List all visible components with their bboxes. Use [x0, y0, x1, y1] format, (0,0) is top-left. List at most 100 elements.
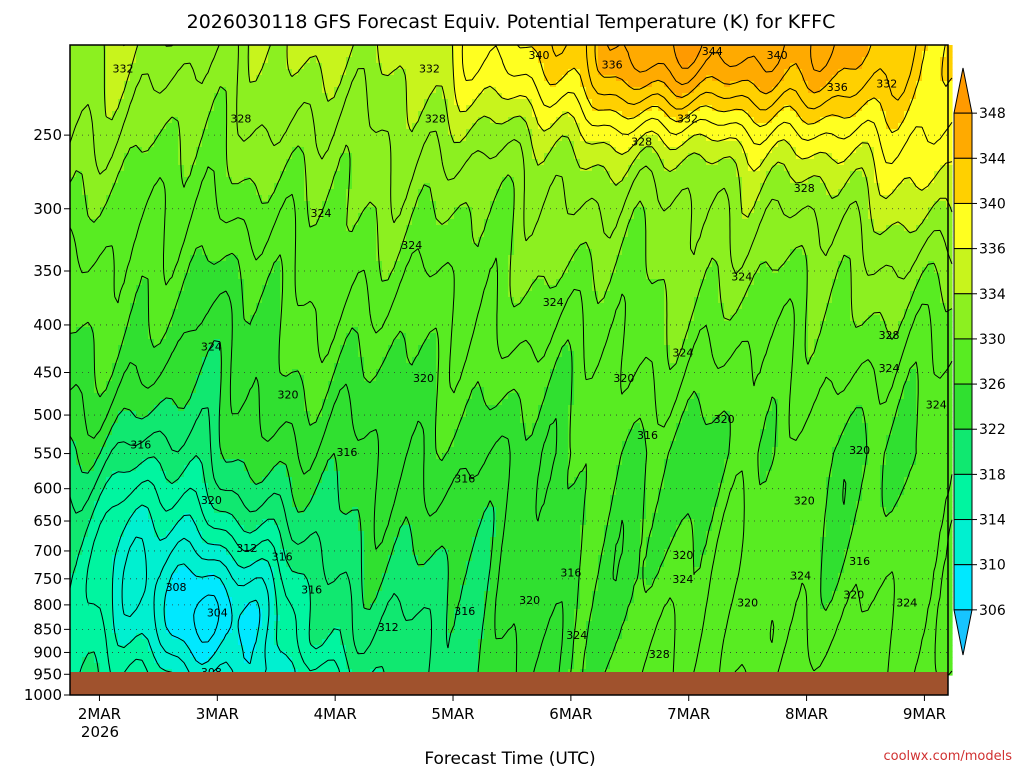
field-cell [790, 207, 797, 214]
field-cell [124, 153, 131, 160]
field-cell [106, 105, 113, 112]
field-cell [766, 225, 773, 232]
field-cell [214, 153, 221, 160]
field-cell [604, 183, 611, 190]
field-cell [928, 219, 935, 226]
field-cell [70, 219, 77, 226]
field-cell [94, 177, 101, 184]
field-cell [868, 129, 875, 136]
field-cell [118, 231, 125, 238]
field-cell [304, 225, 311, 232]
field-cell [574, 117, 581, 124]
field-cell [610, 87, 617, 94]
field-cell [832, 63, 839, 70]
field-cell [718, 189, 725, 196]
field-cell [490, 75, 497, 82]
field-cell [832, 141, 839, 148]
field-cell [262, 81, 269, 88]
field-cell [886, 105, 893, 112]
field-cell [532, 69, 539, 76]
field-cell [82, 147, 89, 154]
field-cell [868, 225, 875, 232]
field-cell [742, 171, 749, 178]
field-cell [562, 93, 569, 100]
field-cell [568, 105, 575, 112]
field-cell [760, 117, 767, 124]
field-cell [700, 141, 707, 148]
field-cell [520, 225, 527, 232]
field-cell [262, 147, 269, 154]
field-cell [274, 57, 281, 64]
field-cell [70, 105, 77, 112]
field-cell [940, 243, 947, 250]
field-cell [730, 75, 737, 82]
field-cell [478, 45, 485, 52]
field-cell [652, 237, 659, 244]
field-cell [466, 87, 473, 94]
field-cell [658, 57, 665, 64]
field-cell [472, 195, 479, 202]
field-cell [340, 117, 347, 124]
field-cell [556, 171, 563, 178]
field-cell [406, 57, 413, 64]
field-cell [238, 183, 245, 190]
field-cell [142, 177, 149, 184]
field-cell [298, 105, 305, 112]
field-cell [652, 171, 659, 178]
field-cell [244, 117, 251, 124]
field-cell [184, 105, 191, 112]
field-cell [802, 159, 809, 166]
field-cell [430, 225, 437, 232]
field-cell [790, 219, 797, 226]
field-cell [748, 81, 755, 88]
field-cell [550, 117, 557, 124]
field-cell [124, 81, 131, 88]
field-cell [736, 141, 743, 148]
field-cell [340, 135, 347, 142]
field-cell [928, 207, 935, 214]
field-cell [448, 165, 455, 172]
field-cell [328, 153, 335, 160]
field-cell [766, 231, 773, 238]
field-cell [556, 153, 563, 160]
field-cell [118, 183, 125, 190]
field-cell [640, 63, 647, 70]
field-cell [394, 117, 401, 124]
field-cell [568, 117, 575, 124]
field-cell [226, 81, 233, 88]
field-cell [322, 129, 329, 136]
field-cell [880, 57, 887, 64]
field-cell [220, 105, 227, 112]
field-cell [340, 165, 347, 172]
field-cell [196, 75, 203, 82]
field-cell [856, 225, 863, 232]
field-cell [916, 153, 923, 160]
field-cell [724, 165, 731, 172]
field-cell [580, 51, 587, 58]
field-cell [70, 201, 77, 208]
field-cell [388, 75, 395, 82]
field-cell [544, 177, 551, 184]
field-cell [388, 57, 395, 64]
field-cell [316, 165, 323, 172]
field-cell [694, 243, 701, 250]
field-cell [556, 63, 563, 70]
field-cell [370, 63, 377, 70]
field-cell [808, 93, 815, 100]
field-cell [430, 171, 437, 178]
field-cell [928, 69, 935, 76]
field-cell [220, 237, 227, 244]
field-cell [628, 177, 635, 184]
field-cell [766, 243, 773, 250]
field-cell [304, 87, 311, 94]
field-cell [892, 231, 899, 238]
field-cell [766, 165, 773, 172]
field-cell [232, 69, 239, 76]
field-cell [616, 171, 623, 178]
field-cell [376, 135, 383, 142]
field-cell [280, 51, 287, 58]
field-cell [370, 99, 377, 106]
field-cell [520, 243, 527, 250]
field-cell [514, 201, 521, 208]
field-cell [520, 177, 527, 184]
